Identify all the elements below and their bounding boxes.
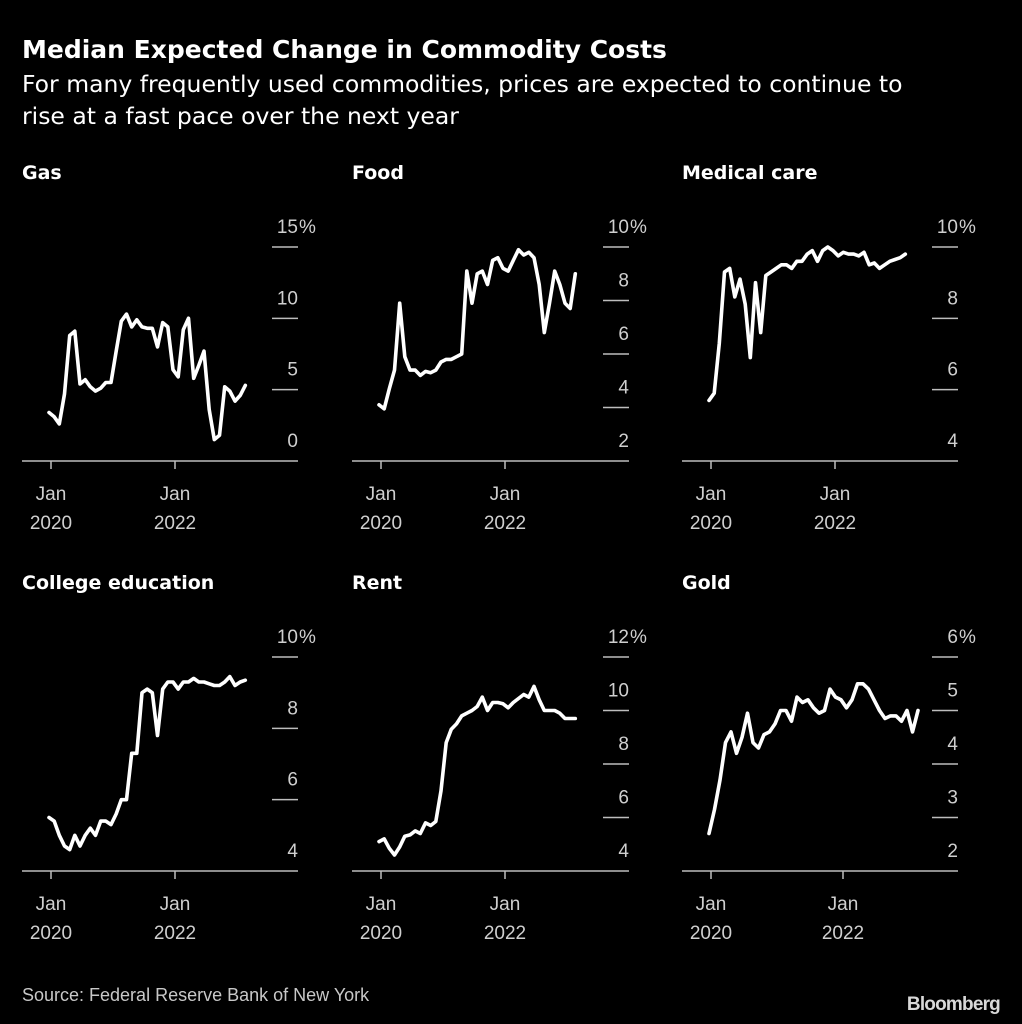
panel-title: College education [22, 572, 214, 594]
y-tick-label: 5 [287, 360, 298, 381]
x-tick-label-year: 2022 [484, 923, 526, 944]
x-tick-label-year: 2020 [30, 923, 72, 944]
x-tick-label-year: 2020 [690, 923, 732, 944]
x-tick-label-year: 2020 [30, 513, 72, 534]
x-tick-label-month: Jan [160, 894, 191, 915]
y-unit-label: % [299, 217, 316, 238]
y-tick-label: 6 [947, 627, 958, 648]
y-tick-label: 12 [608, 627, 629, 648]
panel-rent: Rent 4 6 8 10 12 % Jan 2020 Jan 2022 [352, 572, 647, 944]
x-tick-label-month: Jan [36, 484, 67, 505]
y-tick-label: 4 [618, 378, 629, 399]
chart-subtitle-line-1: For many frequently used commodities, pr… [22, 70, 902, 98]
panel-title: Gold [682, 572, 731, 594]
x-tick-label-year: 2022 [822, 923, 864, 944]
y-tick-label: 8 [287, 698, 298, 719]
x-tick-label-year: 2022 [814, 513, 856, 534]
y-unit-label: % [959, 217, 976, 238]
y-tick-label: 6 [618, 788, 629, 809]
x-tick-label-month: Jan [696, 894, 727, 915]
x-tick-label-year: 2022 [154, 513, 196, 534]
y-tick-label: 0 [287, 431, 298, 452]
y-tick-label: 15 [277, 217, 298, 238]
x-tick-label-month: Jan [828, 894, 859, 915]
y-tick-label: 4 [947, 734, 958, 755]
panel-college-education: College education 4 6 8 10 % Jan 2020 Jan 2022 [22, 572, 316, 944]
y-tick-label: 8 [618, 271, 629, 292]
bloomberg-logo: Bloomberg [907, 994, 1000, 1015]
y-tick-label: 6 [287, 770, 298, 791]
small-multiples: Gas 0 5 10 15 % Jan 2020 Jan 2022 Food 2 4 6 8 10 % Jan 20… [22, 162, 976, 944]
x-tick-label-year: 2020 [360, 923, 402, 944]
panel-food: Food 2 4 6 8 10 % Jan 2020 Jan 2022 [352, 162, 647, 534]
x-tick-label-month: Jan [160, 484, 191, 505]
x-tick-label-month: Jan [366, 894, 397, 915]
y-unit-label: % [630, 217, 647, 238]
y-unit-label: % [630, 627, 647, 648]
y-tick-label: 6 [618, 324, 629, 345]
y-tick-label: 10 [277, 627, 298, 648]
x-tick-label-year: 2020 [690, 513, 732, 534]
x-tick-label-month: Jan [696, 484, 727, 505]
x-tick-label-month: Jan [36, 894, 67, 915]
source-note: Source: Federal Reserve Bank of New York [22, 985, 370, 1005]
y-tick-label: 8 [618, 734, 629, 755]
x-tick-label-month: Jan [820, 484, 851, 505]
y-tick-label: 4 [287, 841, 298, 862]
panel-title: Gas [22, 162, 62, 184]
y-tick-label: 5 [947, 681, 958, 702]
y-tick-label: 10 [608, 681, 629, 702]
x-tick-label-month: Jan [366, 484, 397, 505]
panel-title: Rent [352, 572, 402, 594]
panel-gold: Gold 2 3 4 5 6 % Jan 2020 Jan 2022 [682, 572, 976, 944]
y-tick-label: 8 [947, 288, 958, 309]
panel-title: Medical care [682, 162, 817, 184]
x-tick-label-year: 2022 [484, 513, 526, 534]
y-tick-label: 6 [947, 360, 958, 381]
y-tick-label: 4 [618, 841, 629, 862]
x-tick-label-year: 2022 [154, 923, 196, 944]
y-tick-label: 2 [618, 431, 629, 452]
y-tick-label: 4 [947, 431, 958, 452]
y-tick-label: 10 [937, 217, 958, 238]
y-tick-label: 2 [947, 841, 958, 862]
panel-medical-care: Medical care 4 6 8 10 % Jan 2020 Jan 2022 [682, 162, 976, 534]
y-tick-label: 10 [608, 217, 629, 238]
chart-subtitle-line-2: rise at a fast pace over the next year [22, 102, 459, 130]
y-unit-label: % [299, 627, 316, 648]
x-tick-label-month: Jan [490, 484, 521, 505]
chart-title: Median Expected Change in Commodity Cost… [22, 35, 667, 64]
y-unit-label: % [959, 627, 976, 648]
y-tick-label: 3 [947, 788, 958, 809]
y-tick-label: 10 [277, 288, 298, 309]
x-tick-label-year: 2020 [360, 513, 402, 534]
panel-title: Food [352, 162, 404, 184]
x-tick-label-month: Jan [490, 894, 521, 915]
panel-gas: Gas 0 5 10 15 % Jan 2020 Jan 2022 [22, 162, 316, 534]
